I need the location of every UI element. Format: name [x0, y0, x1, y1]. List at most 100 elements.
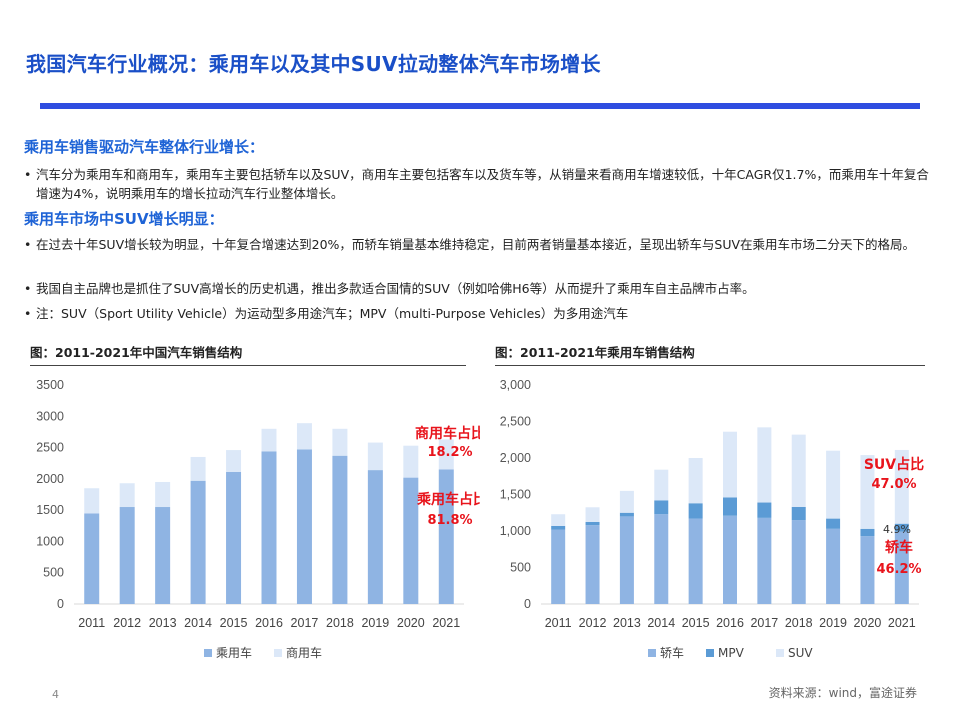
x-tick-label: 2019 [361, 616, 389, 630]
bar-segment [261, 451, 277, 604]
section-heading-suv: 乘用车市场中SUV增长明显： [24, 210, 224, 228]
bar-segment [688, 518, 703, 604]
bullet-item: • 注：SUV（Sport Utility Vehicle）为运动型多用途汽车；… [24, 304, 934, 323]
bar-segment [585, 525, 600, 604]
x-tick-label: 2017 [750, 616, 778, 630]
legend-swatch [648, 649, 656, 657]
bar-segment [84, 488, 100, 514]
bar-segment [261, 428, 277, 452]
chart-annotation: 轿车 [885, 539, 913, 556]
bar-segment [654, 500, 669, 515]
bar-segment [332, 455, 348, 604]
bar-segment [757, 427, 772, 503]
x-tick-label: 2015 [682, 616, 710, 630]
bar-segment [438, 469, 454, 604]
chart-annotation: 商用车占比 [415, 425, 480, 442]
legend-label: 轿车 [660, 645, 684, 660]
bar-segment [403, 445, 419, 478]
bullet-dot: • [24, 281, 32, 296]
bar-segment [654, 514, 669, 604]
bar-segment [826, 518, 841, 529]
bar-segment [332, 428, 348, 456]
bar-segment [155, 507, 171, 604]
bar-segment [688, 458, 703, 504]
x-tick-label: 2015 [220, 616, 248, 630]
x-tick-label: 2020 [854, 616, 882, 630]
legend-swatch [274, 649, 282, 657]
y-tick-label: 1500 [36, 503, 64, 517]
bullet-text: 在过去十年SUV增长较为明显，十年复合增速达到20%，而轿车销量基本维持稳定，目… [36, 237, 916, 252]
bar-segment [723, 515, 737, 604]
bar-segment [119, 483, 135, 508]
bar-segment [791, 506, 806, 521]
bar-segment [619, 512, 634, 517]
bullet-dot: • [24, 167, 32, 182]
bar-segment [367, 470, 383, 604]
x-tick-label: 2012 [113, 616, 141, 630]
bar-segment [619, 490, 634, 513]
section-heading-passenger: 乘用车销售驱动汽车整体行业增长： [24, 138, 265, 156]
bar-segment [226, 450, 242, 472]
bullet-text: 汽车分为乘用车和商用车，乘用车主要包括轿车以及SUV，商用车主要包括客车以及货车… [36, 167, 929, 201]
chart-auto-sales-structure: 0 500 1000 1500 2000 2500 3000 3500 2011 2012 2013… [36, 378, 480, 660]
bar-segment [551, 525, 566, 530]
bullet-text: 注：SUV（Sport Utility Vehicle）为运动型多用途汽车；MP… [36, 306, 629, 321]
bar-segment [757, 517, 772, 604]
bar-segment [119, 507, 135, 604]
y-tick-label: 0 [57, 597, 64, 611]
bar-segment [296, 423, 312, 450]
y-tick-label: 1,000 [500, 524, 531, 538]
bar-segment [190, 480, 206, 604]
bar-segment [757, 502, 772, 518]
x-tick-label: 2011 [545, 616, 572, 630]
chart-annotation: 47.0% [871, 477, 916, 492]
bar-segment [894, 531, 909, 604]
y-tick-label: 2,000 [500, 451, 531, 465]
source-note: 资料来源：wind，富途证券 [768, 686, 917, 700]
bar-segment [551, 514, 566, 526]
legend-label: 乘用车 [216, 645, 252, 660]
x-tick-label: 2013 [613, 616, 641, 630]
x-tick-label: 2016 [716, 616, 744, 630]
bar-segment [826, 528, 841, 604]
bullet-item: • 我国自主品牌也是抓住了SUV高增长的历史机遇，推出多款适合国情的SUV（例如… [24, 279, 934, 298]
x-tick-label: 2020 [397, 616, 425, 630]
bar-segment [367, 442, 383, 471]
y-tick-label: 2500 [36, 441, 64, 455]
x-tick-label: 2011 [78, 616, 105, 630]
chart-title-passenger-sales: 图：2011-2021年乘用车销售结构 [495, 345, 695, 360]
legend-label: SUV [788, 646, 813, 660]
chart-annotation: SUV占比 [864, 456, 924, 473]
bullet-dot: • [24, 306, 32, 321]
y-tick-label: 3,000 [500, 378, 531, 392]
bullet-text: 我国自主品牌也是抓住了SUV高增长的历史机遇，推出多款适合国情的SUV（例如哈佛… [36, 281, 755, 296]
legend-label: MPV [718, 646, 745, 660]
y-tick-label: 0 [524, 597, 531, 611]
x-tick-label: 2019 [819, 616, 847, 630]
bar-segment [438, 439, 454, 470]
bar-segment [826, 450, 841, 519]
bar-segment [860, 455, 875, 529]
page-title: 我国汽车行业概况：乘用车以及其中SUV拉动整体汽车市场增长 [26, 52, 601, 76]
bullet-item: • 在过去十年SUV增长较为明显，十年复合增速达到20%，而轿车销量基本维持稳定… [24, 235, 934, 254]
bullet-item: • 汽车分为乘用车和商用车，乘用车主要包括轿车以及SUV，商用车主要包括客车以及… [24, 165, 934, 203]
y-tick-label: 500 [43, 566, 64, 580]
bar-segment [190, 456, 206, 481]
chart-annotation: 乘用车占比 [416, 491, 480, 508]
bar-segment [84, 513, 100, 604]
x-tick-label: 2021 [888, 616, 916, 630]
chart-annotation: 46.2% [876, 562, 921, 577]
bar-segment [688, 503, 703, 519]
chart-title-rule [30, 365, 466, 366]
bar-segment [860, 528, 875, 537]
bar-segment [791, 520, 806, 604]
bar-segment [894, 449, 909, 524]
x-tick-label: 2012 [579, 616, 607, 630]
bar-segment [654, 469, 669, 501]
y-tick-label: 1,500 [500, 488, 531, 502]
legend-label: 商用车 [286, 645, 322, 660]
bar-segment [585, 521, 600, 526]
y-tick-label: 3500 [36, 378, 64, 392]
x-tick-label: 2017 [291, 616, 319, 630]
